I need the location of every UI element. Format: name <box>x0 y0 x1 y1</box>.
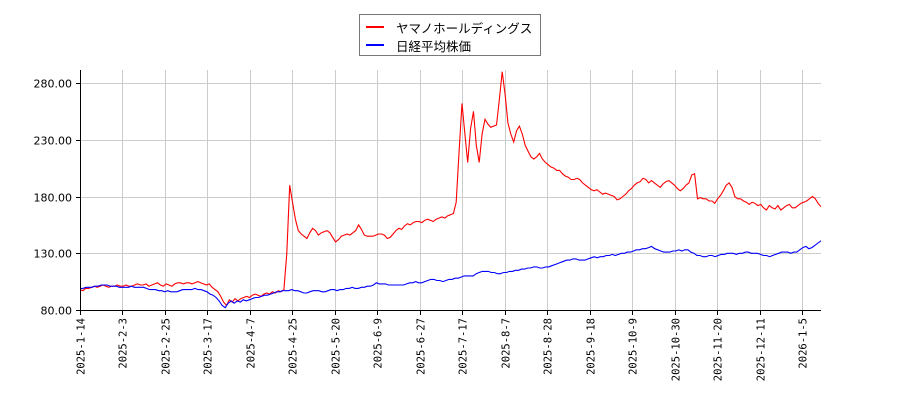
x-tick-label: 2025-6-27 <box>416 318 428 375</box>
x-tick-label: 2025-12-11 <box>756 318 768 381</box>
x-tick-label: 2025-4-7 <box>246 318 258 369</box>
legend-item-nikkei: 日経平均株価 <box>366 36 471 54</box>
x-tick-label: 2025-1-14 <box>76 318 88 375</box>
x-tick-label: 2025-10-9 <box>628 318 640 375</box>
blue-line-swatch-icon <box>366 44 384 46</box>
series-lines <box>79 71 822 309</box>
x-tick-label: 2025-7-17 <box>458 318 470 375</box>
x-tick-label: 2025-2-25 <box>161 318 173 375</box>
legend-item-yamano: ヤマノホールディングス <box>366 18 532 36</box>
x-tick-label: 2025-2-3 <box>118 318 130 369</box>
y-tick-label: 130.00 <box>34 248 73 261</box>
x-tick-label: 2025-8-28 <box>543 318 555 375</box>
x-tick-label: 2025-11-20 <box>713 318 725 381</box>
y-axis-ticks: 80.00 130.00 180.00 230.00 280.00 <box>34 78 80 318</box>
x-tick-label: 2026-1-5 <box>798 318 810 369</box>
y-tick-label: 80.00 <box>41 305 73 318</box>
x-tick-label: 2025-6-9 <box>373 318 385 369</box>
y-tick-label: 230.00 <box>34 135 73 148</box>
x-tick-label: 2025-9-18 <box>586 318 598 375</box>
x-tick-label: 2025-4-25 <box>288 318 300 375</box>
legend-label: 日経平均株価 <box>396 38 472 54</box>
x-tick-label: 2025-3-17 <box>203 318 215 375</box>
legend-label: ヤマノホールディングス <box>396 20 533 36</box>
axes <box>80 70 821 311</box>
x-tick-label: 2025-10-30 <box>671 318 683 381</box>
yamano-series-line <box>79 71 822 307</box>
nikkei-series-line <box>80 240 822 309</box>
red-line-swatch-icon <box>366 26 384 28</box>
grid-lines <box>80 70 821 310</box>
y-tick-label: 180.00 <box>34 192 73 205</box>
x-axis-ticks: 2025-1-14 2025-2-3 2025-2-25 2025-3-17 2025-… <box>76 310 810 381</box>
x-tick-label: 2025-8-7 <box>501 318 513 369</box>
x-tick-label: 2025-5-20 <box>331 318 343 375</box>
y-tick-label: 280.00 <box>34 78 73 91</box>
legend: ヤマノホールディングス 日経平均株価 <box>359 14 541 56</box>
